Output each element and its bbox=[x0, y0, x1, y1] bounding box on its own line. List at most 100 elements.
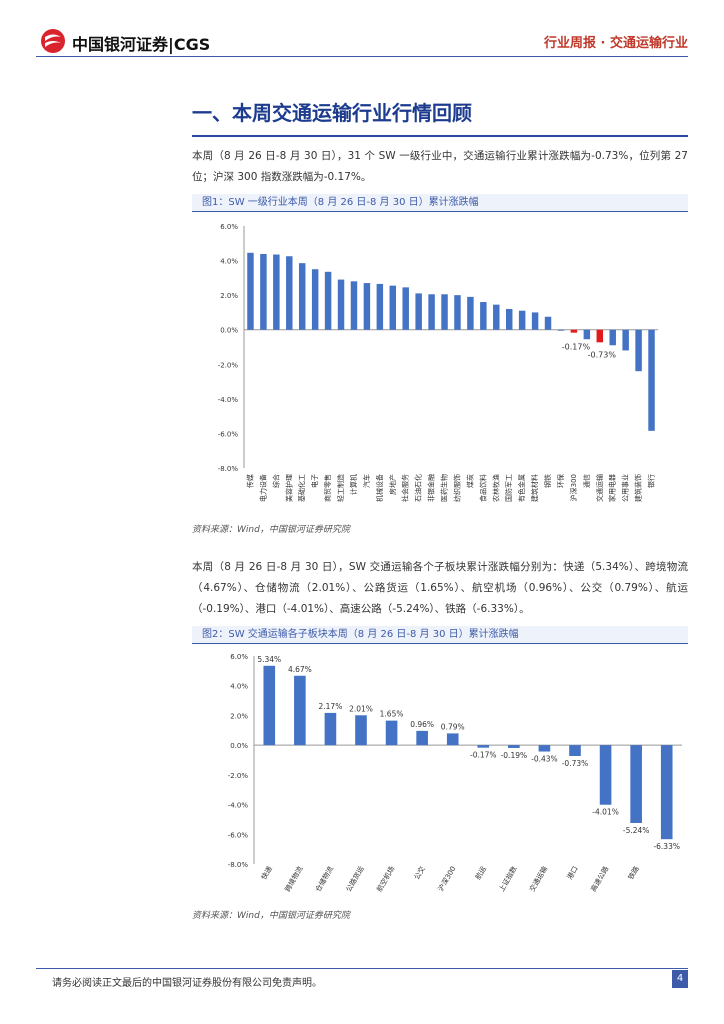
bar-3 bbox=[355, 715, 367, 746]
bar-美容护理 bbox=[286, 256, 293, 330]
bar-食品饮料 bbox=[480, 302, 487, 330]
bar-石油石化 bbox=[415, 293, 422, 330]
cgs-logo-icon bbox=[41, 29, 65, 53]
bar-农林牧渔 bbox=[493, 304, 500, 330]
x-tick-label: 航运 bbox=[473, 865, 488, 882]
x-tick-label: 美容护理 bbox=[284, 474, 293, 502]
bar-钢铁 bbox=[544, 316, 552, 330]
report-type: 行业周报 · 交通运输行业 bbox=[544, 36, 688, 51]
data-label: 0.79% bbox=[441, 722, 465, 731]
x-tick-label: 基础化工 bbox=[297, 474, 306, 502]
x-tick-label: 煤炭 bbox=[465, 474, 474, 488]
x-tick-label: 非银金融 bbox=[427, 474, 436, 502]
x-tick-label: 沪深300 bbox=[569, 474, 578, 501]
bar-基础化工 bbox=[298, 263, 306, 330]
x-tick-label: 铁路 bbox=[626, 865, 641, 882]
x-tick-label: 沪深300 bbox=[436, 865, 457, 893]
header-divider bbox=[36, 56, 688, 57]
data-label: -0.43% bbox=[531, 755, 558, 764]
data-label: 2.17% bbox=[319, 702, 343, 711]
bar-9 bbox=[538, 745, 551, 752]
bar-建筑材料 bbox=[531, 312, 539, 330]
x-tick-label: 食品饮料 bbox=[478, 474, 487, 502]
bar-环保 bbox=[557, 329, 565, 331]
x-tick-label: 有色金属 bbox=[517, 474, 526, 502]
bar-电子 bbox=[311, 269, 319, 330]
y-tick-label: -8.0% bbox=[228, 861, 249, 869]
data-label: 5.34% bbox=[257, 655, 281, 664]
data-label: -4.01% bbox=[592, 808, 619, 817]
bar-建筑装饰 bbox=[635, 329, 642, 372]
bar-11 bbox=[599, 745, 612, 805]
x-tick-label: 纺织服饰 bbox=[452, 474, 461, 502]
y-tick-label: -6.0% bbox=[218, 430, 239, 438]
figure1-source: 资料来源：Wind，中国银河证券研究院 bbox=[192, 525, 350, 535]
y-tick-label: 2.0% bbox=[220, 292, 238, 300]
section-title: 一、本周交通运输行业行情回顾 bbox=[192, 101, 472, 125]
bar-综合 bbox=[273, 254, 280, 330]
data-label: -0.17% bbox=[470, 751, 497, 760]
bar-6 bbox=[446, 733, 459, 746]
y-tick-label: 4.0% bbox=[230, 683, 248, 691]
data-label: -5.24% bbox=[623, 826, 650, 835]
x-tick-label: 轻工制造 bbox=[336, 474, 345, 502]
y-tick-label: -2.0% bbox=[228, 772, 249, 780]
x-tick-label: 传媒 bbox=[245, 474, 254, 488]
bar-1 bbox=[294, 675, 306, 746]
footer-divider bbox=[36, 968, 688, 969]
x-tick-label: 交通运输 bbox=[527, 865, 549, 894]
bar-电力设备 bbox=[260, 254, 267, 330]
bar-7 bbox=[477, 745, 490, 748]
bar-家用电器 bbox=[609, 329, 616, 346]
x-tick-label: 建筑材料 bbox=[530, 474, 539, 502]
bar-13 bbox=[660, 745, 673, 840]
bar-医药生物 bbox=[441, 294, 448, 330]
x-tick-label: 公路货运 bbox=[344, 865, 366, 894]
brand-name: 中国银河证券|CGS bbox=[72, 35, 211, 54]
bar-12 bbox=[630, 745, 642, 823]
data-label: 0.96% bbox=[410, 720, 434, 729]
x-tick-label: 机械设备 bbox=[375, 474, 384, 502]
y-tick-label: 6.0% bbox=[220, 223, 238, 231]
x-tick-label: 电力设备 bbox=[258, 474, 267, 502]
x-tick-label: 快递 bbox=[259, 865, 274, 882]
x-tick-label: 上证指数 bbox=[497, 865, 519, 894]
bar-5 bbox=[416, 730, 428, 746]
data-label: 1.65% bbox=[380, 710, 404, 719]
data-label: -0.19% bbox=[501, 751, 528, 760]
figure1-title: 图1：SW 一级行业本周（8 月 26 日-8 月 30 日）累计涨跌幅 bbox=[192, 194, 688, 212]
x-tick-label: 航空机场 bbox=[375, 865, 397, 894]
page-number: 4 bbox=[672, 970, 688, 988]
data-label: 2.01% bbox=[349, 704, 373, 713]
data-label: 4.67% bbox=[288, 665, 312, 674]
x-tick-label: 汽车 bbox=[362, 474, 371, 488]
bar-银行 bbox=[648, 329, 655, 431]
x-tick-label: 港口 bbox=[565, 865, 580, 882]
figure2-source: 资料来源：Wind，中国银河证券研究院 bbox=[192, 911, 350, 921]
x-tick-label: 农林牧渔 bbox=[491, 474, 500, 502]
y-tick-label: 4.0% bbox=[220, 258, 238, 266]
x-tick-label: 商贸零售 bbox=[323, 474, 332, 502]
x-tick-label: 社会服务 bbox=[401, 474, 410, 502]
x-tick-label: 钢铁 bbox=[543, 474, 552, 488]
bar-交通运输 bbox=[596, 329, 604, 343]
x-tick-label: 石油石化 bbox=[414, 474, 423, 502]
x-tick-label: 国防军工 bbox=[504, 474, 513, 502]
bar-非银金融 bbox=[428, 294, 435, 330]
bar-10 bbox=[569, 745, 581, 756]
x-tick-label: 交通运输 bbox=[595, 474, 604, 502]
x-tick-label: 环保 bbox=[556, 474, 565, 488]
bar-机械设备 bbox=[376, 283, 384, 330]
bar-2 bbox=[324, 712, 337, 746]
bar-公用事业 bbox=[622, 329, 629, 351]
figure2-title: 图2：SW 交通运输各子板块本周（8 月 26 日-8 月 30 日）累计涨跌幅 bbox=[192, 626, 688, 644]
x-tick-label: 计算机 bbox=[349, 474, 358, 495]
x-tick-label: 电子 bbox=[310, 474, 319, 488]
y-tick-label: -8.0% bbox=[218, 465, 239, 473]
x-tick-label: 医药生物 bbox=[440, 474, 449, 502]
paragraph-industry-summary: 本周（8 月 26 日-8 月 30 日），31 个 SW 一级行业中，交通运输… bbox=[192, 150, 688, 183]
figure1-chart: 6.0% 4.0% 2.0% 0.0% -2.0% -4.0% -6.0% -8.0% 传媒 电力… bbox=[218, 223, 658, 502]
figure2-chart: 6.0% 4.0% 2.0% 0.0% -2.0% -4.0% -6.0% -8.0% 5.34… bbox=[228, 653, 682, 894]
bar-8 bbox=[508, 745, 520, 748]
bar-房地产 bbox=[389, 285, 397, 330]
